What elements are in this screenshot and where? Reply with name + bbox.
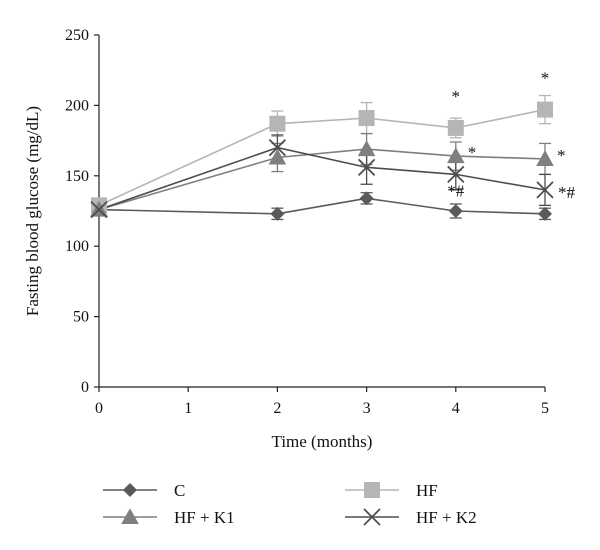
legend-item: HF + K2 <box>345 508 477 527</box>
diamond-marker <box>448 204 463 218</box>
diamond-marker <box>359 191 374 206</box>
significance-mark: * <box>452 87 461 106</box>
square-marker <box>364 482 380 498</box>
x-marker <box>536 181 554 199</box>
x-tick-label: 4 <box>452 400 460 417</box>
y-tick-label: 250 <box>65 27 89 44</box>
y-tick-label: 200 <box>65 97 89 114</box>
triangle-marker <box>536 150 554 166</box>
square-marker <box>447 119 464 136</box>
x-tick-label: 3 <box>363 400 371 417</box>
legend-label: HF + K1 <box>174 508 235 527</box>
diamond-marker <box>538 206 552 221</box>
x-marker <box>357 158 376 176</box>
legend-label: C <box>174 481 185 500</box>
y-axis-label: Fasting blood glucose (mg/dL) <box>23 106 42 316</box>
square-marker <box>269 115 286 132</box>
x-tick-label: 2 <box>273 400 281 417</box>
x-tick-label: 1 <box>184 400 192 417</box>
square-marker <box>537 101 553 118</box>
y-tick-label: 0 <box>81 379 89 396</box>
triangle-marker <box>268 148 287 165</box>
legend-label: HF + K2 <box>416 508 477 527</box>
legend-item: HF <box>345 481 438 500</box>
series-markers <box>90 101 554 221</box>
legend-label: HF <box>416 481 438 500</box>
significance-mark: * <box>541 69 550 88</box>
x-tick-label: 5 <box>541 400 549 417</box>
y-tick-label: 150 <box>65 168 89 185</box>
y-tick-label: 100 <box>65 238 89 255</box>
legend-item: HF + K1 <box>103 508 235 527</box>
diamond-marker <box>123 483 137 497</box>
x-marker <box>90 200 108 219</box>
triangle-marker <box>357 140 376 157</box>
significance-mark: * <box>468 143 477 162</box>
x-marker <box>363 508 381 526</box>
triangle-marker <box>447 147 465 164</box>
x-marker <box>268 139 287 157</box>
series-line-c <box>98 197 546 215</box>
significance-mark: *# <box>558 183 576 202</box>
x-axis-label: Time (months) <box>272 432 373 451</box>
significance-annotations: *** **# *# <box>447 69 575 202</box>
square-marker <box>358 110 375 127</box>
triangle-marker <box>121 508 139 525</box>
legend-item: C <box>103 481 185 500</box>
x-marker <box>447 165 465 184</box>
y-tick-label: 50 <box>73 309 89 326</box>
x-tick-label: 0 <box>95 400 103 417</box>
legend: C HF HF + K1 HF + K2 <box>103 481 477 527</box>
significance-mark: *# <box>447 181 465 200</box>
series-lines <box>98 108 546 215</box>
diamond-marker <box>270 206 285 221</box>
significance-mark: * <box>557 146 566 165</box>
